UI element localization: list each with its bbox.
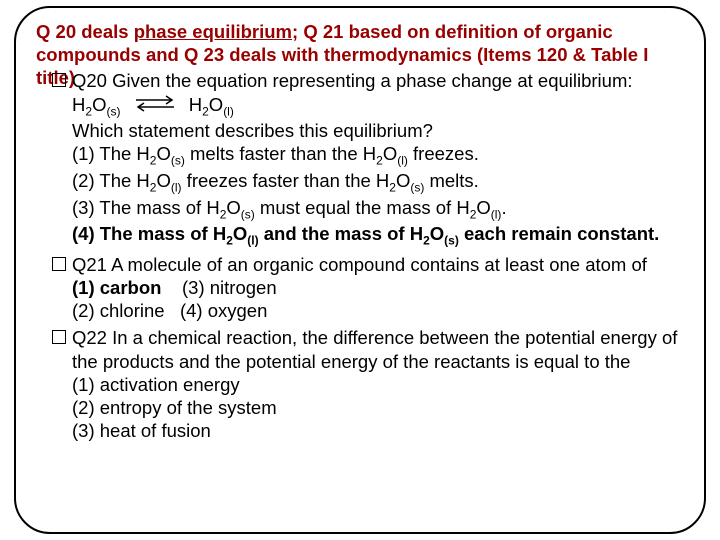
q20-opt1-b: O [156, 143, 170, 164]
q20-opt3-a: (3) The mass of H [72, 197, 220, 218]
q21-opt1: (1) carbon [72, 277, 161, 298]
q21-opt2: (2) chlorine [72, 300, 165, 321]
q21-opts-row2: (2) chlorine (4) oxygen [52, 299, 684, 322]
q20-opt2: (2) The H2O(l) freezes faster than the H… [52, 169, 684, 196]
q22-lead-row: Q22 In a chemical reaction, the differen… [52, 326, 684, 372]
q20-opt1-a: (1) The H [72, 143, 150, 164]
s: 2 [226, 234, 233, 248]
q20-opt1-e: freezes. [408, 143, 479, 164]
s: (l) [171, 181, 182, 195]
q20-lead-row: Q20 Given the equation representing a ph… [52, 69, 684, 92]
q20-opt4: (4) The mass of H2O(l) and the mass of H… [52, 222, 684, 249]
q20-opt3-d: O [476, 197, 490, 218]
q20-opt1-d: O [383, 143, 397, 164]
eq-left-o: O [92, 94, 106, 115]
q20-opt2-a: (2) The H [72, 170, 150, 191]
q21-opt3: (3) nitrogen [182, 277, 277, 298]
s: (s) [241, 207, 255, 221]
s: (s) [171, 154, 185, 168]
q22-opt1: (1) activation energy [52, 373, 684, 396]
s: (s) [444, 234, 459, 248]
q20-equation: H2O(s) H2O(l) [52, 93, 684, 120]
eq-right-2: 2 [202, 104, 209, 118]
s: (s) [410, 181, 424, 195]
q20-opt4-b: O [233, 223, 247, 244]
q20-block: Q20 Given the equation representing a ph… [36, 69, 684, 249]
q20-lead: Q20 Given the equation representing a ph… [72, 69, 633, 92]
s: 2 [423, 234, 430, 248]
q22-opt2: (2) entropy of the system [52, 396, 684, 419]
eq-right-l: (l) [223, 104, 234, 118]
q22-block: Q22 In a chemical reaction, the differen… [36, 326, 684, 442]
q21-lead-row: Q21 A molecule of an organic compound co… [52, 253, 684, 276]
q21-opt4: (4) oxygen [180, 300, 267, 321]
eq-right-o: O [209, 94, 223, 115]
q20-ask: Which statement describes this equilibri… [52, 119, 684, 142]
q22-lead: Q22 In a chemical reaction, the differen… [72, 326, 684, 372]
q20-opt4-c: and the mass of H [259, 223, 423, 244]
q21-block: Q21 A molecule of an organic compound co… [36, 253, 684, 322]
q20-opt3-b: O [226, 197, 240, 218]
intro-underlined: phase equilibrium [134, 21, 292, 42]
q21-opts-row1: (1) carbon (3) nitrogen [52, 276, 684, 299]
q21-lead: Q21 A molecule of an organic compound co… [72, 253, 647, 276]
q20-opt4-d: O [430, 223, 444, 244]
q20-opt2-c: freezes faster than the H [182, 170, 390, 191]
eq-left-s: (s) [106, 104, 120, 118]
q20-opt4-e: each remain constant. [459, 223, 659, 244]
slide-frame: Q 20 deals phase equilibrium; Q 21 based… [14, 6, 706, 534]
q20-opt3: (3) The mass of H2O(s) must equal the ma… [52, 196, 684, 223]
q20-opt2-b: O [156, 170, 170, 191]
equilibrium-arrows-icon [132, 94, 178, 117]
s: (l) [491, 207, 502, 221]
q20-opt4-a: (4) The mass of H [72, 223, 226, 244]
q20-opt3-c: must equal the mass of H [255, 197, 470, 218]
q22-opt3: (3) heat of fusion [52, 419, 684, 442]
q20-opt2-d: O [396, 170, 410, 191]
q20-opt3-e: . [501, 197, 506, 218]
q20-checkbox[interactable] [52, 73, 66, 87]
q22-checkbox[interactable] [52, 330, 66, 344]
s: 2 [389, 181, 396, 195]
q20-opt1-c: melts faster than the H [185, 143, 376, 164]
q20-opt2-e: melts. [424, 170, 478, 191]
q20-opt1: (1) The H2O(s) melts faster than the H2O… [52, 142, 684, 169]
eq-left-h: H [72, 94, 85, 115]
s: (l) [247, 234, 258, 248]
intro-pre: Q 20 deals [36, 21, 134, 42]
s: (l) [397, 154, 408, 168]
eq-right-h: H [189, 94, 202, 115]
q21-checkbox[interactable] [52, 257, 66, 271]
s: 2 [376, 154, 383, 168]
